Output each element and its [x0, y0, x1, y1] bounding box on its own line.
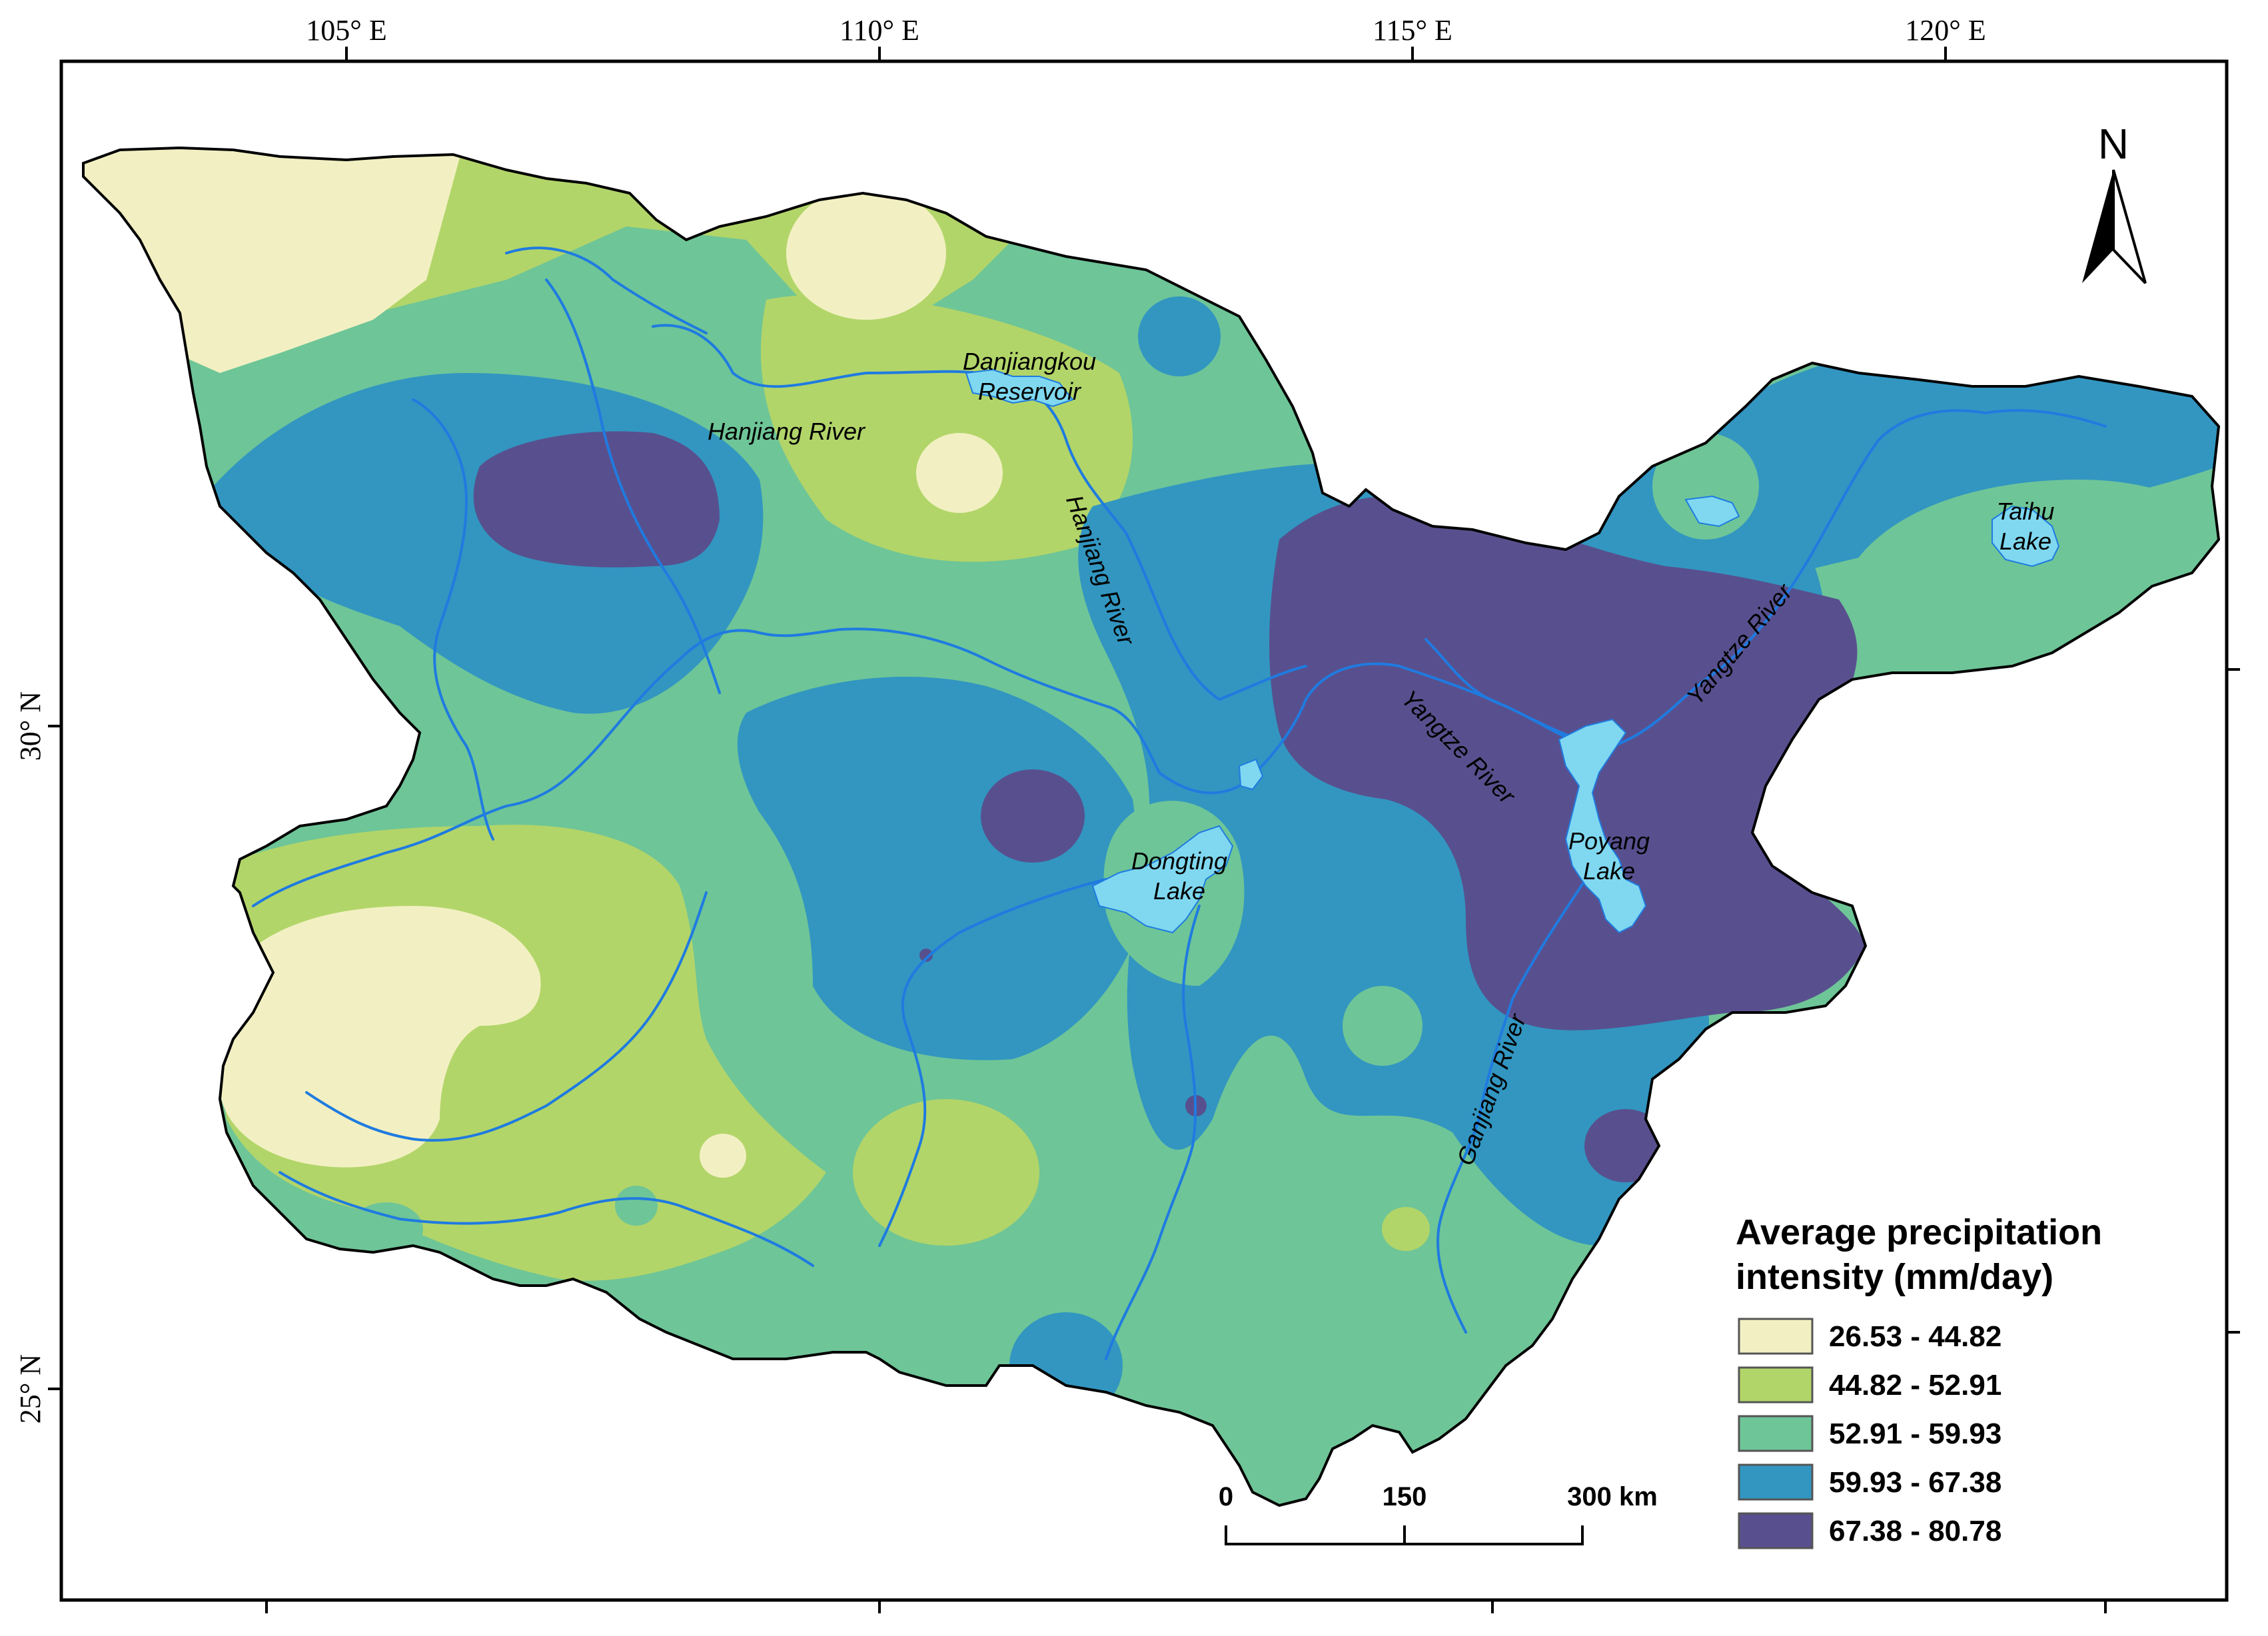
- lon-label-105: 105° E: [306, 14, 386, 47]
- lakes: [965, 368, 2060, 934]
- zone-hanjiang-light-green: [761, 294, 1133, 562]
- zone-northeast-blue: [1599, 354, 2219, 586]
- lake-danjiangkou: [965, 368, 1074, 408]
- zone-north-pale-blob: [786, 187, 946, 320]
- label-dongting-1: Dongting: [1131, 847, 1227, 875]
- lake-poyang: [1558, 718, 1647, 934]
- lon-label-120: 120° E: [1905, 14, 1985, 47]
- label-danjiangkou-2: Reservoir: [978, 378, 1082, 405]
- zone-sw-green-bit-1: [615, 1186, 658, 1226]
- lat-label-30: 30° N: [14, 691, 47, 761]
- scale-label-150: 150: [1383, 1482, 1427, 1511]
- zone-south-green-blob: [1343, 986, 1422, 1066]
- label-taihu-2: Lake: [1999, 528, 2051, 555]
- zone-ne-blue-circle: [1138, 296, 1221, 376]
- north-arrow-label: N: [2098, 120, 2129, 168]
- scale-label-300: 300 km: [1567, 1482, 1658, 1511]
- river-east-tributary: [1424, 638, 1580, 741]
- north-arrow-right: [2112, 169, 2147, 284]
- legend-label-4: 59.93 - 67.38: [1829, 1466, 2001, 1499]
- lake-taihu: [1991, 505, 2060, 568]
- left-ticks: [48, 725, 61, 1390]
- zone-southwest-pale-blob: [700, 1134, 746, 1178]
- legend-swatch-5: [1738, 1512, 1814, 1549]
- north-arrow: N: [2082, 120, 2147, 284]
- zone-southeast-purple-blob: [1584, 1109, 1667, 1182]
- legend-swatch-3: [1738, 1415, 1814, 1452]
- lat-label-25: 25° N: [14, 1354, 47, 1424]
- legend-items: 26.53 - 44.82 44.82 - 52.91 52.91 - 59.93 5…: [1738, 1318, 2001, 1549]
- label-poyang-1: Poyang: [1568, 827, 1650, 855]
- label-dongting-2: Lake: [1153, 877, 1205, 905]
- river-jialing: [412, 398, 494, 841]
- legend-swatch-1: [1738, 1318, 1814, 1355]
- rivers: [252, 246, 2107, 1360]
- legend-label-1: 26.53 - 44.82: [1829, 1320, 2001, 1353]
- zone-hanjiang-pale-blob: [916, 433, 1003, 513]
- river-west-2: [305, 891, 708, 1142]
- zone-south-light-green-1: [853, 1099, 1039, 1246]
- river-hanjiang: [652, 324, 1307, 701]
- legend-swatch-2: [1738, 1366, 1814, 1404]
- river-north-tributary: [505, 246, 708, 334]
- label-danjiangkou-1: Danjiangkou: [963, 348, 1096, 375]
- legend: Average precipitation intensity (mm/day)…: [1736, 1212, 2102, 1549]
- zone-west-purple: [473, 431, 720, 568]
- zone-central-purple-blob: [981, 769, 1085, 863]
- legend-title-line2: intensity (mm/day): [1736, 1257, 2053, 1297]
- river-southwest: [279, 1171, 814, 1267]
- label-poyang-2: Lake: [1583, 857, 1635, 885]
- lake-dongting: [1091, 825, 1234, 934]
- lon-label-110: 110° E: [840, 14, 919, 47]
- river-west-1: [545, 278, 721, 694]
- label-hanjiang-river-upper: Hanjiang River: [708, 418, 866, 445]
- legend-label-5: 67.38 - 80.78: [1829, 1515, 2001, 1547]
- right-ticks: [2227, 668, 2240, 1334]
- legend-swatch-4: [1738, 1463, 1814, 1501]
- label-taihu-1: Taihu: [1997, 498, 2055, 525]
- region-outline: [82, 146, 2221, 1507]
- river-yangtze: [252, 409, 2107, 907]
- zone-small-purple-dot-1: [919, 949, 933, 962]
- north-arrow-left: [2082, 170, 2113, 283]
- lake-dongting-channel: [1238, 758, 1264, 791]
- river-xiangjiang: [1105, 905, 1201, 1360]
- top-ticks: [345, 47, 1947, 61]
- lake-northeast: [1684, 495, 1740, 528]
- zone-southwest-pale: [220, 906, 541, 1168]
- legend-title-line1: Average precipitation: [1736, 1212, 2102, 1252]
- bottom-ticks: [265, 1600, 2107, 1613]
- legend-label-3: 52.91 - 59.93: [1829, 1418, 2001, 1450]
- scale-label-0: 0: [1219, 1482, 1233, 1511]
- legend-label-2: 44.82 - 52.91: [1829, 1369, 2001, 1402]
- scale-bar: 0 150 300 km: [1219, 1482, 1658, 1545]
- river-ganjiang: [1436, 878, 1587, 1334]
- river-yuanjiang: [878, 878, 1107, 1247]
- zone-sw-green-bit-2: [350, 1202, 423, 1256]
- lon-label-115: 115° E: [1373, 14, 1452, 47]
- zone-south-light-green-2: [1382, 1207, 1430, 1251]
